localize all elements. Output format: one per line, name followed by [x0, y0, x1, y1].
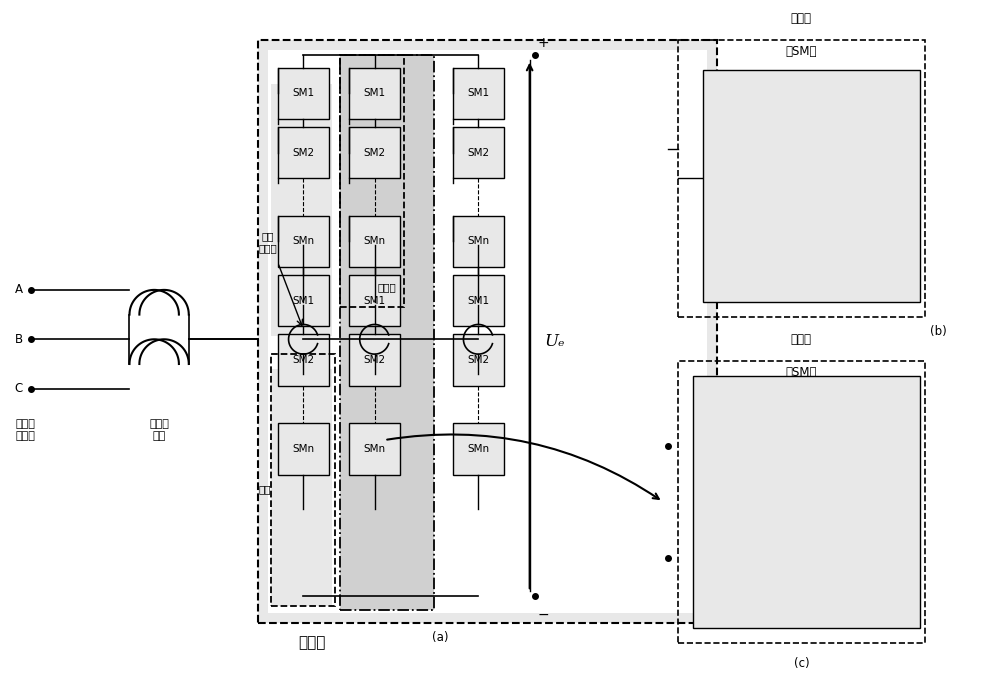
FancyBboxPatch shape	[349, 127, 400, 178]
Text: 相单元: 相单元	[377, 282, 396, 292]
FancyBboxPatch shape	[278, 423, 329, 474]
Text: 桥臂
电抗器: 桥臂 电抗器	[258, 232, 277, 253]
Text: (c): (c)	[794, 657, 809, 671]
Bar	[258, 40, 717, 623]
Polygon shape	[765, 553, 789, 580]
Text: +: +	[538, 36, 549, 50]
Text: SM2: SM2	[292, 355, 314, 365]
FancyBboxPatch shape	[453, 127, 504, 178]
Text: Uₑ: Uₑ	[544, 333, 565, 350]
Bar	[271, 369, 332, 606]
Bar	[340, 55, 434, 610]
Bar	[703, 69, 920, 302]
Bar	[271, 84, 332, 336]
FancyBboxPatch shape	[278, 127, 329, 178]
Text: 子模块: 子模块	[791, 333, 812, 346]
Text: −: −	[538, 608, 549, 622]
FancyBboxPatch shape	[278, 216, 329, 267]
Text: SM1: SM1	[292, 88, 314, 98]
Text: 桥臂: 桥臂	[259, 485, 271, 495]
Text: SM2: SM2	[467, 355, 489, 365]
Text: SM2: SM2	[363, 148, 386, 158]
Text: （SM）: （SM）	[786, 366, 817, 379]
FancyBboxPatch shape	[349, 275, 400, 326]
FancyBboxPatch shape	[453, 334, 504, 386]
Bar	[271, 354, 335, 606]
Text: SM2: SM2	[292, 148, 314, 158]
Text: B: B	[15, 333, 23, 346]
Polygon shape	[864, 553, 887, 580]
Bar	[340, 55, 404, 307]
Text: C: C	[900, 172, 908, 185]
FancyBboxPatch shape	[349, 67, 400, 119]
Text: SM1: SM1	[467, 296, 489, 306]
Polygon shape	[864, 421, 887, 447]
FancyBboxPatch shape	[278, 67, 329, 119]
Text: 子模块: 子模块	[791, 12, 812, 25]
Text: 交流变
压器: 交流变 压器	[149, 419, 169, 441]
Text: SM2: SM2	[363, 355, 386, 365]
Bar	[678, 361, 925, 642]
Text: SM1: SM1	[363, 296, 386, 306]
Text: SMn: SMn	[467, 237, 489, 247]
Bar	[693, 376, 920, 627]
Text: SM1: SM1	[292, 296, 314, 306]
Polygon shape	[765, 421, 789, 447]
FancyBboxPatch shape	[453, 216, 504, 267]
Text: SMn: SMn	[292, 237, 314, 247]
Text: SMn: SMn	[363, 444, 386, 454]
FancyBboxPatch shape	[453, 275, 504, 326]
FancyBboxPatch shape	[278, 334, 329, 386]
Text: C: C	[15, 382, 23, 395]
Text: （SM）: （SM）	[786, 45, 817, 58]
Text: A: A	[15, 283, 23, 297]
Text: SMn: SMn	[467, 444, 489, 454]
Bar	[678, 40, 925, 317]
Bar	[268, 50, 707, 613]
FancyBboxPatch shape	[453, 67, 504, 119]
Text: SM1: SM1	[363, 88, 386, 98]
Text: 换流阀: 换流阀	[299, 635, 326, 650]
Polygon shape	[770, 205, 793, 232]
Text: SMn: SMn	[292, 444, 314, 454]
FancyBboxPatch shape	[349, 216, 400, 267]
Polygon shape	[770, 122, 793, 148]
Text: SM1: SM1	[467, 88, 489, 98]
FancyBboxPatch shape	[278, 275, 329, 326]
FancyBboxPatch shape	[349, 334, 400, 386]
Text: SM2: SM2	[467, 148, 489, 158]
Text: 交流网
侧端口: 交流网 侧端口	[16, 419, 36, 441]
FancyBboxPatch shape	[453, 423, 504, 474]
Text: SMn: SMn	[363, 237, 386, 247]
Text: (a): (a)	[432, 631, 449, 644]
FancyBboxPatch shape	[349, 423, 400, 474]
Text: (b): (b)	[930, 325, 947, 338]
Bar	[340, 55, 434, 610]
